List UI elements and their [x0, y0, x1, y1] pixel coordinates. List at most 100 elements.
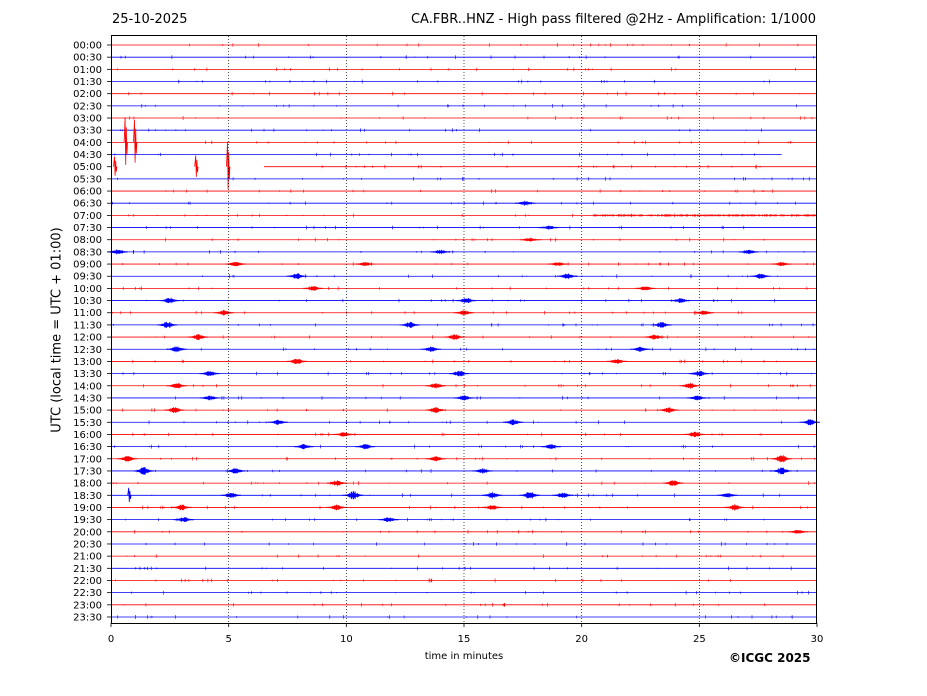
seismic-event [686, 395, 707, 401]
trace-noise [148, 420, 782, 425]
seismic-event [771, 262, 792, 266]
y-tick-label: 00:30 [73, 53, 102, 64]
seismic-event [663, 480, 684, 486]
seismic-event [771, 455, 792, 463]
seismic-event [750, 273, 771, 279]
trace-noise [155, 335, 809, 339]
x-tick-label: 0 [108, 634, 114, 645]
trace-noise [122, 371, 812, 376]
seismic-event [738, 249, 759, 254]
y-axis-label: UTC (local time = UTC + 01:00) [49, 227, 65, 433]
seismic-event [225, 468, 246, 474]
trace-noise [128, 91, 801, 96]
trace-noise [129, 116, 813, 120]
y-tick-label: 23:30 [73, 612, 102, 623]
seismic-event [688, 370, 710, 377]
seismic-event [164, 407, 185, 414]
seismic-event [425, 383, 446, 389]
trace-noise [146, 225, 745, 230]
seismic-event [693, 310, 714, 316]
seismic-event [540, 444, 562, 450]
y-tick-label: 22:30 [73, 588, 102, 599]
seismic-event [557, 273, 578, 280]
y-tick-label: 05:30 [73, 174, 102, 185]
seismic-spike [226, 141, 231, 190]
y-tick-label: 13:00 [73, 357, 102, 368]
y-tick-label: 07:30 [73, 223, 102, 234]
seismic-event [430, 249, 451, 254]
trace-noise [122, 286, 808, 291]
y-tick-label: 16:30 [73, 442, 102, 453]
trace-noise [135, 566, 792, 571]
seismic-event [651, 322, 672, 328]
seismic-event [684, 431, 705, 438]
seismic-event [799, 419, 820, 426]
y-tick-label: 00:00 [73, 41, 102, 52]
trace-noise [132, 432, 762, 437]
seismic-spike [113, 156, 118, 176]
trace-noise [117, 176, 810, 181]
seismic-event [453, 395, 474, 401]
seismic-event [606, 359, 627, 364]
seismic-event [481, 491, 503, 499]
seismic-event [171, 504, 192, 511]
y-tick-label: 04:00 [73, 138, 102, 149]
trace-noise [134, 529, 784, 534]
trace-noise [115, 578, 731, 583]
seismic-event [679, 382, 700, 389]
seismic-event [503, 419, 524, 426]
seismic-event [519, 237, 540, 242]
y-tick-label: 14:00 [73, 381, 102, 392]
seismic-event [456, 298, 477, 303]
y-tick-label: 20:30 [73, 539, 102, 550]
seismic-event [293, 444, 314, 450]
trace-noise [160, 456, 815, 461]
seismic-spike [133, 119, 138, 163]
seismic-spike [194, 155, 199, 177]
seismic-event [472, 468, 493, 474]
seismic-event [286, 273, 307, 280]
y-tick-label: 13:30 [73, 369, 102, 380]
x-axis: 0 5 10 15 20 25 30 [108, 623, 823, 645]
seismic-event [514, 200, 536, 206]
y-tick-label: 15:30 [73, 418, 102, 429]
trace-noise [126, 554, 784, 558]
seismic-event [220, 492, 241, 498]
y-tick-label: 09:00 [73, 260, 102, 271]
y-tick-label: 08:00 [73, 235, 102, 246]
seismic-event [354, 444, 376, 450]
trace-noise [165, 237, 765, 242]
x-tick-label: 25 [693, 634, 706, 645]
y-tick-label: 02:00 [73, 89, 102, 100]
seismic-event [519, 492, 540, 499]
y-tick-label: 01:00 [73, 65, 102, 76]
trace-noise [112, 201, 796, 206]
y-tick-label: 03:00 [73, 114, 102, 125]
x-tick-label: 15 [458, 634, 471, 645]
x-gridlines [228, 36, 700, 623]
trace-noise [122, 262, 814, 266]
seismic-event [303, 286, 324, 291]
seismic-event [420, 346, 442, 352]
y-tick-label: 19:00 [73, 503, 102, 514]
seismic-event [399, 321, 420, 328]
seismic-event [199, 395, 220, 401]
y-tick-label: 06:30 [73, 199, 102, 210]
y-tick-label: 22:00 [73, 576, 102, 587]
seismic-event [644, 334, 665, 340]
y-tick-label: 19:30 [73, 515, 102, 526]
trace-noise [205, 140, 792, 145]
y-tick-label: 11:30 [73, 320, 102, 331]
trace-noise [141, 103, 797, 108]
trace-noise [165, 189, 773, 193]
seismic-event [448, 370, 470, 377]
y-tick-label: 21:00 [73, 552, 102, 563]
seismic-event [173, 517, 194, 522]
y-tick-label: 07:00 [73, 211, 102, 222]
y-tick-label: 03:30 [73, 126, 102, 137]
seismic-event [378, 517, 399, 522]
y-tick-label: 11:00 [73, 308, 102, 319]
seismic-event [213, 309, 234, 316]
x-tick-label: 10 [340, 634, 353, 645]
